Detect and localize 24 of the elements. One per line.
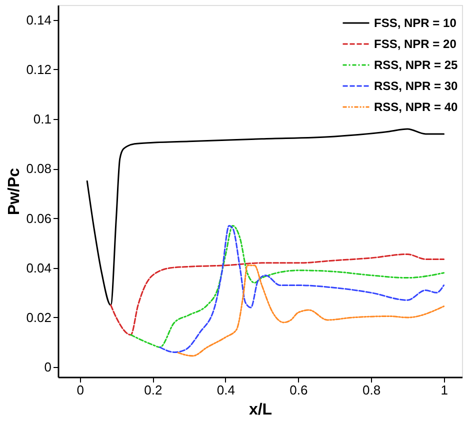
legend-label: FSS, NPR = 10 xyxy=(374,16,457,30)
y-tick-label: 0.12 xyxy=(26,62,52,77)
legend-label: RSS, NPR = 30 xyxy=(374,79,458,93)
line-series xyxy=(177,264,445,357)
x-axis-title: x/L xyxy=(248,402,272,418)
y-tick-label: 0.1 xyxy=(33,112,52,127)
x-tick-label: 0.4 xyxy=(216,382,235,398)
line-series xyxy=(86,128,445,306)
x-tick-label: 1 xyxy=(440,382,448,398)
x-tick-label: 0 xyxy=(76,382,84,398)
y-tick-label: 0.06 xyxy=(26,210,52,226)
x-tick-label: 0.2 xyxy=(144,382,162,398)
y-tick-label: 0 xyxy=(44,360,52,375)
y-tick-label: 0.02 xyxy=(26,310,52,325)
x-tick-label: 0.8 xyxy=(362,382,381,398)
y-tick-label: 0.04 xyxy=(26,260,52,276)
y-tick-label: 0.08 xyxy=(26,161,52,176)
line-series xyxy=(110,253,445,336)
y-tick-label: 0.14 xyxy=(26,12,52,28)
x-tick-label: 0.6 xyxy=(290,382,308,398)
y-axis-title: Pw/Pc xyxy=(6,168,24,216)
legend-label: RSS, NPR = 25 xyxy=(374,58,458,72)
legend-label: FSS, NPR = 20 xyxy=(374,37,457,51)
legend-label: RSS, NPR = 40 xyxy=(374,100,458,114)
